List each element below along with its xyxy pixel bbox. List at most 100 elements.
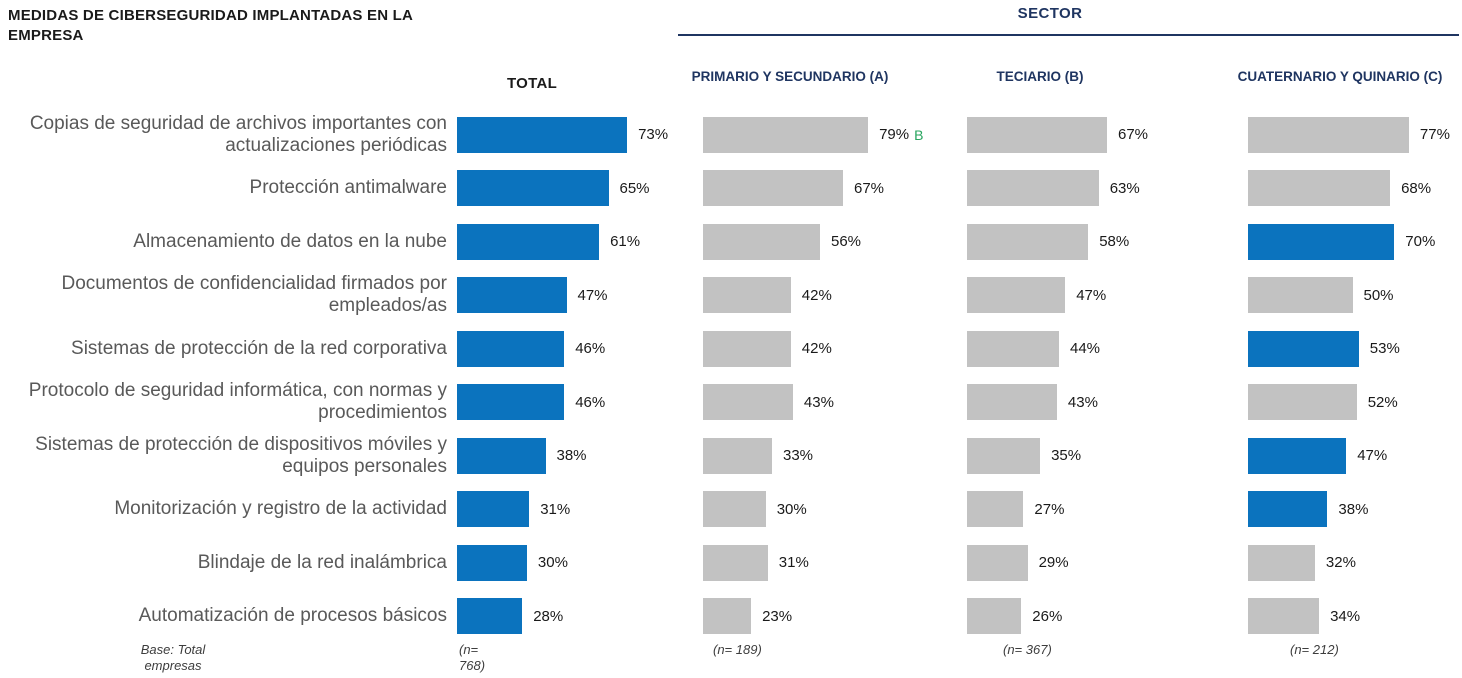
bar-value: 31% [778, 554, 809, 572]
sector-bar [1248, 330, 1359, 367]
bar-value: 42% [801, 340, 832, 358]
total-bar [457, 544, 527, 581]
table-row: Copias de seguridad de archivos importan… [0, 108, 1462, 162]
sector-bar [1248, 384, 1357, 421]
table-row: Protección antimalware 65% 67% 63% 68% [0, 162, 1462, 216]
measure-label: Monitorización y registro de la activida… [114, 498, 447, 520]
bar-value: 27% [1034, 500, 1065, 518]
bar-cell-teciario: 63% [967, 162, 1248, 216]
sector-bar [703, 170, 843, 207]
bar-value: 56% [831, 233, 862, 251]
bar-value: 52% [1367, 393, 1398, 411]
table-row: Documentos de confidencialidad firmados … [0, 269, 1462, 323]
page-title: MEDIDAS DE CIBERSEGURIDAD IMPLANTADAS EN… [8, 7, 413, 45]
sector-bar [967, 330, 1059, 367]
base-row: Base: Total empresas (n= 768) (n= 189) (… [0, 642, 1462, 675]
bar-value: 31% [540, 500, 571, 518]
table-row: Almacenamiento de datos en la nube 61% 5… [0, 215, 1462, 269]
bar-value: 44% [1070, 340, 1101, 358]
bar-cell-cuaternario-quinario: 68% [1248, 162, 1462, 216]
bar-cell-primario-secundario: 42% [703, 269, 967, 323]
n-primario-secundario: (n= 189) [713, 642, 762, 657]
column-header-teciario: TECIARIO (B) [996, 69, 1084, 84]
bar-value: 70% [1405, 233, 1436, 251]
bar-value: 67% [854, 179, 885, 197]
sector-bar [703, 544, 768, 581]
sector-bar [967, 491, 1024, 528]
total-bar [457, 598, 523, 635]
sector-bar [703, 223, 820, 260]
bar-cell-teciario: 44% [967, 322, 1248, 376]
sector-bar [1248, 223, 1395, 260]
bar-value: 68% [1401, 179, 1432, 197]
sector-bar [703, 598, 752, 635]
bar-value: 67% [1118, 126, 1149, 144]
bar-value: 61% [610, 233, 641, 251]
bar-value: 79% [879, 126, 910, 144]
total-bar [457, 170, 609, 207]
sector-bar [967, 437, 1041, 474]
bar-cell-primario-secundario: 67% [703, 162, 967, 216]
bar-value: 23% [762, 607, 793, 625]
table-row: Monitorización y registro de la activida… [0, 483, 1462, 537]
total-bar [457, 277, 567, 314]
bar-cell-cuaternario-quinario: 47% [1248, 429, 1462, 483]
bar-chart-rows: Copias de seguridad de archivos importan… [0, 108, 1462, 643]
table-row: Automatización de procesos básicos 28% 2… [0, 590, 1462, 644]
bar-value: 65% [619, 179, 650, 197]
total-bar [457, 437, 546, 474]
sector-group-header: SECTOR [1017, 5, 1083, 22]
bar-value: 26% [1032, 607, 1063, 625]
bar-cell-primario-secundario: 31% [703, 536, 967, 590]
bar-value: 32% [1325, 554, 1356, 572]
bar-cell-teciario: 29% [967, 536, 1248, 590]
bar-cell-total: 46% [457, 376, 703, 430]
n-teciario: (n= 367) [1003, 642, 1052, 657]
bar-cell-cuaternario-quinario: 32% [1248, 536, 1462, 590]
bar-cell-total: 47% [457, 269, 703, 323]
n-total: (n= 768) [459, 642, 486, 674]
sector-bar [1248, 491, 1328, 528]
sector-bar [1248, 116, 1409, 153]
column-header-cuaternario-quinario: CUATERNARIO Y QUINARIO (C) [1237, 69, 1443, 84]
table-row: Sistemas de protección de la red corpora… [0, 322, 1462, 376]
bar-value: 30% [776, 500, 807, 518]
bar-cell-total: 28% [457, 590, 703, 644]
bar-cell-cuaternario-quinario: 38% [1248, 483, 1462, 537]
sector-bar [1248, 598, 1320, 635]
sector-bar [703, 277, 791, 314]
sector-bar [1248, 437, 1347, 474]
sector-bar [967, 277, 1066, 314]
sig-marker: B [914, 126, 924, 143]
bar-cell-teciario: 43% [967, 376, 1248, 430]
measure-label: Almacenamiento de datos en la nube [133, 230, 447, 252]
sector-bar [1248, 170, 1391, 207]
table-row: Protocolo de seguridad informática, con … [0, 376, 1462, 430]
measure-label: Sistemas de protección de la red corpora… [71, 337, 447, 359]
bar-cell-total: 65% [457, 162, 703, 216]
measure-label: Sistemas de protección de dispositivos m… [35, 433, 447, 477]
sector-bar [703, 330, 791, 367]
bar-value: 43% [1067, 393, 1098, 411]
table-row: Sistemas de protección de dispositivos m… [0, 429, 1462, 483]
sector-bar [967, 598, 1022, 635]
sector-bar [967, 170, 1099, 207]
bar-cell-cuaternario-quinario: 77% [1248, 108, 1462, 162]
bar-value: 35% [1051, 447, 1082, 465]
bar-cell-primario-secundario: 23% [703, 590, 967, 644]
bar-value: 43% [803, 393, 834, 411]
bar-value: 77% [1419, 126, 1450, 144]
bar-cell-teciario: 26% [967, 590, 1248, 644]
sector-bar [703, 437, 772, 474]
bar-cell-primario-secundario: 30% [703, 483, 967, 537]
bar-cell-teciario: 58% [967, 215, 1248, 269]
bar-cell-total: 30% [457, 536, 703, 590]
bar-value: 58% [1099, 233, 1130, 251]
measure-label: Automatización de procesos básicos [138, 605, 447, 627]
sector-bar [703, 491, 766, 528]
measure-label: Documentos de confidencialidad firmados … [61, 273, 448, 317]
bar-value: 53% [1369, 340, 1400, 358]
bar-cell-teciario: 67% [967, 108, 1248, 162]
bar-value: 28% [533, 607, 564, 625]
bar-value: 33% [783, 447, 814, 465]
